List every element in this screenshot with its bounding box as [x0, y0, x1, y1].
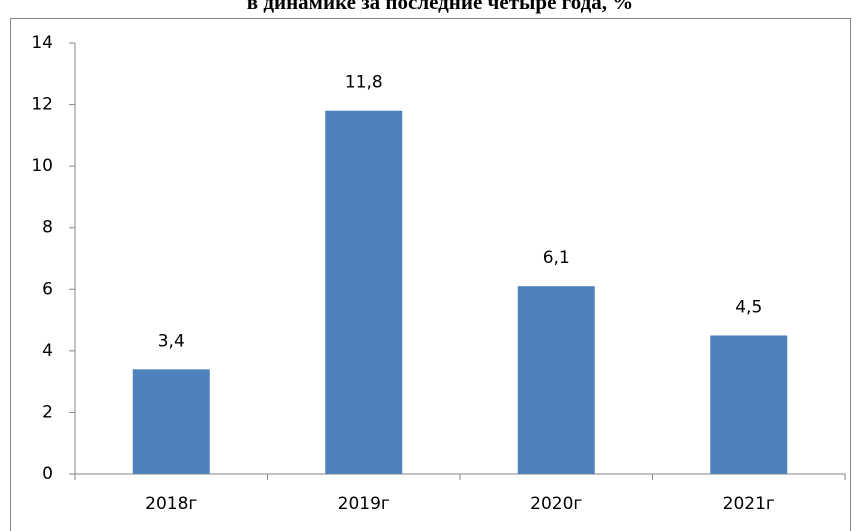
y-tick-label: 0 — [42, 464, 53, 484]
data-label: 11,8 — [345, 73, 383, 93]
x-tick-label: 2019г — [338, 494, 390, 514]
data-label: 3,4 — [158, 331, 185, 351]
bar — [132, 369, 210, 474]
y-tick-label: 12 — [31, 95, 53, 115]
x-tick-label: 2021г — [723, 494, 775, 514]
y-tick-label: 8 — [42, 218, 53, 238]
y-tick-label: 2 — [42, 402, 53, 422]
data-label: 4,5 — [735, 297, 762, 317]
bar — [517, 286, 595, 474]
chart-title: в динамике за последние четыре года, % — [247, 0, 633, 14]
y-tick-label: 6 — [42, 279, 53, 299]
x-tick-label: 2018г — [145, 494, 197, 514]
bar — [710, 335, 788, 474]
y-tick-label: 14 — [31, 33, 53, 53]
y-tick-label: 10 — [31, 156, 53, 176]
bar — [325, 110, 403, 474]
data-label: 6,1 — [543, 248, 570, 268]
x-tick-label: 2020г — [530, 494, 582, 514]
y-tick-label: 4 — [42, 341, 53, 361]
